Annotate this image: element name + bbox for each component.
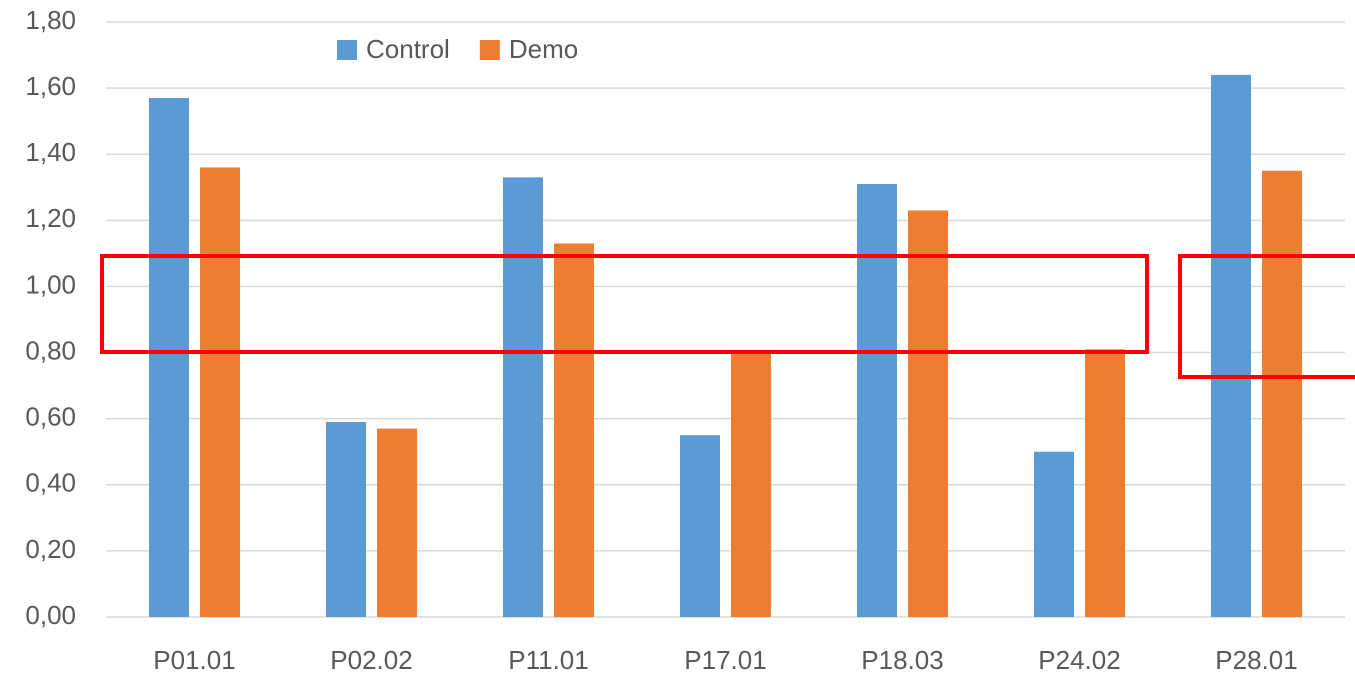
bar bbox=[1211, 74, 1251, 617]
legend-label: Demo bbox=[509, 34, 578, 64]
legend-swatch bbox=[479, 40, 500, 60]
grid-layer bbox=[106, 21, 1345, 618]
x-tick-label: P11.01 bbox=[508, 645, 588, 675]
y-tick-label: 1,20 bbox=[25, 203, 76, 233]
bar bbox=[1034, 451, 1074, 617]
y-tick-label: 1,80 bbox=[25, 5, 76, 35]
bar bbox=[908, 210, 948, 617]
y-tick-label: 0,60 bbox=[25, 402, 76, 432]
y-tick-label: 1,40 bbox=[25, 137, 76, 167]
bar bbox=[680, 435, 720, 617]
bar bbox=[1085, 349, 1125, 617]
bar bbox=[1262, 170, 1302, 617]
bar bbox=[857, 183, 897, 617]
legend-label: Control bbox=[366, 34, 450, 64]
x-tick-label: P02.02 bbox=[330, 645, 412, 675]
x-tick-label: P28.01 bbox=[1215, 645, 1297, 675]
y-tick-label: 0,80 bbox=[25, 335, 76, 365]
bar bbox=[503, 177, 543, 617]
x-tick-label: P17.01 bbox=[684, 645, 766, 675]
x-tick-label: P01.01 bbox=[153, 645, 235, 675]
highlight-box bbox=[100, 254, 1149, 354]
bar bbox=[200, 167, 240, 617]
y-tick-label: 0,00 bbox=[25, 600, 76, 630]
bar bbox=[377, 428, 417, 617]
y-tick-label: 1,60 bbox=[25, 71, 76, 101]
highlight-box bbox=[1178, 254, 1355, 379]
bar bbox=[554, 243, 594, 617]
x-tick-label: P24.02 bbox=[1038, 645, 1120, 675]
y-tick-label: 0,20 bbox=[25, 534, 76, 564]
bar bbox=[149, 98, 189, 618]
y-tick-label: 1,00 bbox=[25, 269, 76, 299]
bar bbox=[731, 352, 771, 617]
bar bbox=[326, 421, 366, 617]
bar-layer bbox=[149, 74, 1302, 618]
legend-swatch bbox=[337, 40, 357, 60]
y-tick-label: 0,40 bbox=[25, 468, 76, 498]
x-tick-label: P18.03 bbox=[861, 645, 943, 675]
